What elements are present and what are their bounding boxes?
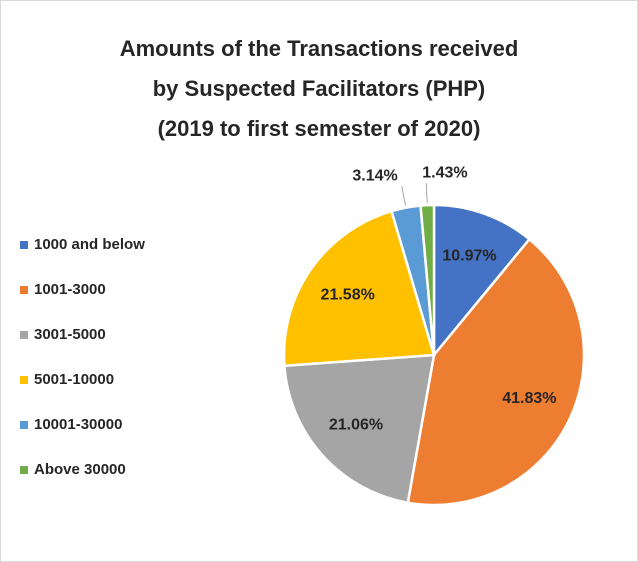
legend-label: 3001-5000 <box>34 326 106 343</box>
leader-line <box>401 185 407 206</box>
legend-swatch <box>20 466 28 474</box>
pie-slice <box>432 203 532 359</box>
legend-swatch <box>20 241 28 249</box>
chart-title: Amounts of the Transactions received <box>120 36 519 61</box>
legend-swatch <box>20 376 28 384</box>
legend-swatch <box>20 331 28 339</box>
legend-label: Above 30000 <box>34 461 126 478</box>
data-label: 41.83% <box>502 390 556 407</box>
legend-label: 10001-30000 <box>34 416 122 433</box>
legend-label: 1001-3000 <box>34 281 106 298</box>
data-label: 21.58% <box>321 286 375 303</box>
legend-swatch <box>20 286 28 294</box>
chart-title: by Suspected Facilitators (PHP) <box>153 76 486 101</box>
pie-slice <box>283 353 436 505</box>
legend-swatch <box>20 421 28 429</box>
chart-title: (2019 to first semester of 2020) <box>158 116 481 141</box>
leader-line <box>425 183 428 204</box>
data-label: 21.06% <box>329 417 383 434</box>
data-label: 1.43% <box>422 164 467 181</box>
legend-label: 5001-10000 <box>34 371 114 388</box>
pie-slice <box>406 237 586 507</box>
data-label: 3.14% <box>352 167 397 184</box>
legend-label: 1000 and below <box>34 236 145 253</box>
pie-slice <box>282 209 436 368</box>
pie-slice <box>419 203 436 356</box>
data-label: 10.97% <box>442 247 496 264</box>
